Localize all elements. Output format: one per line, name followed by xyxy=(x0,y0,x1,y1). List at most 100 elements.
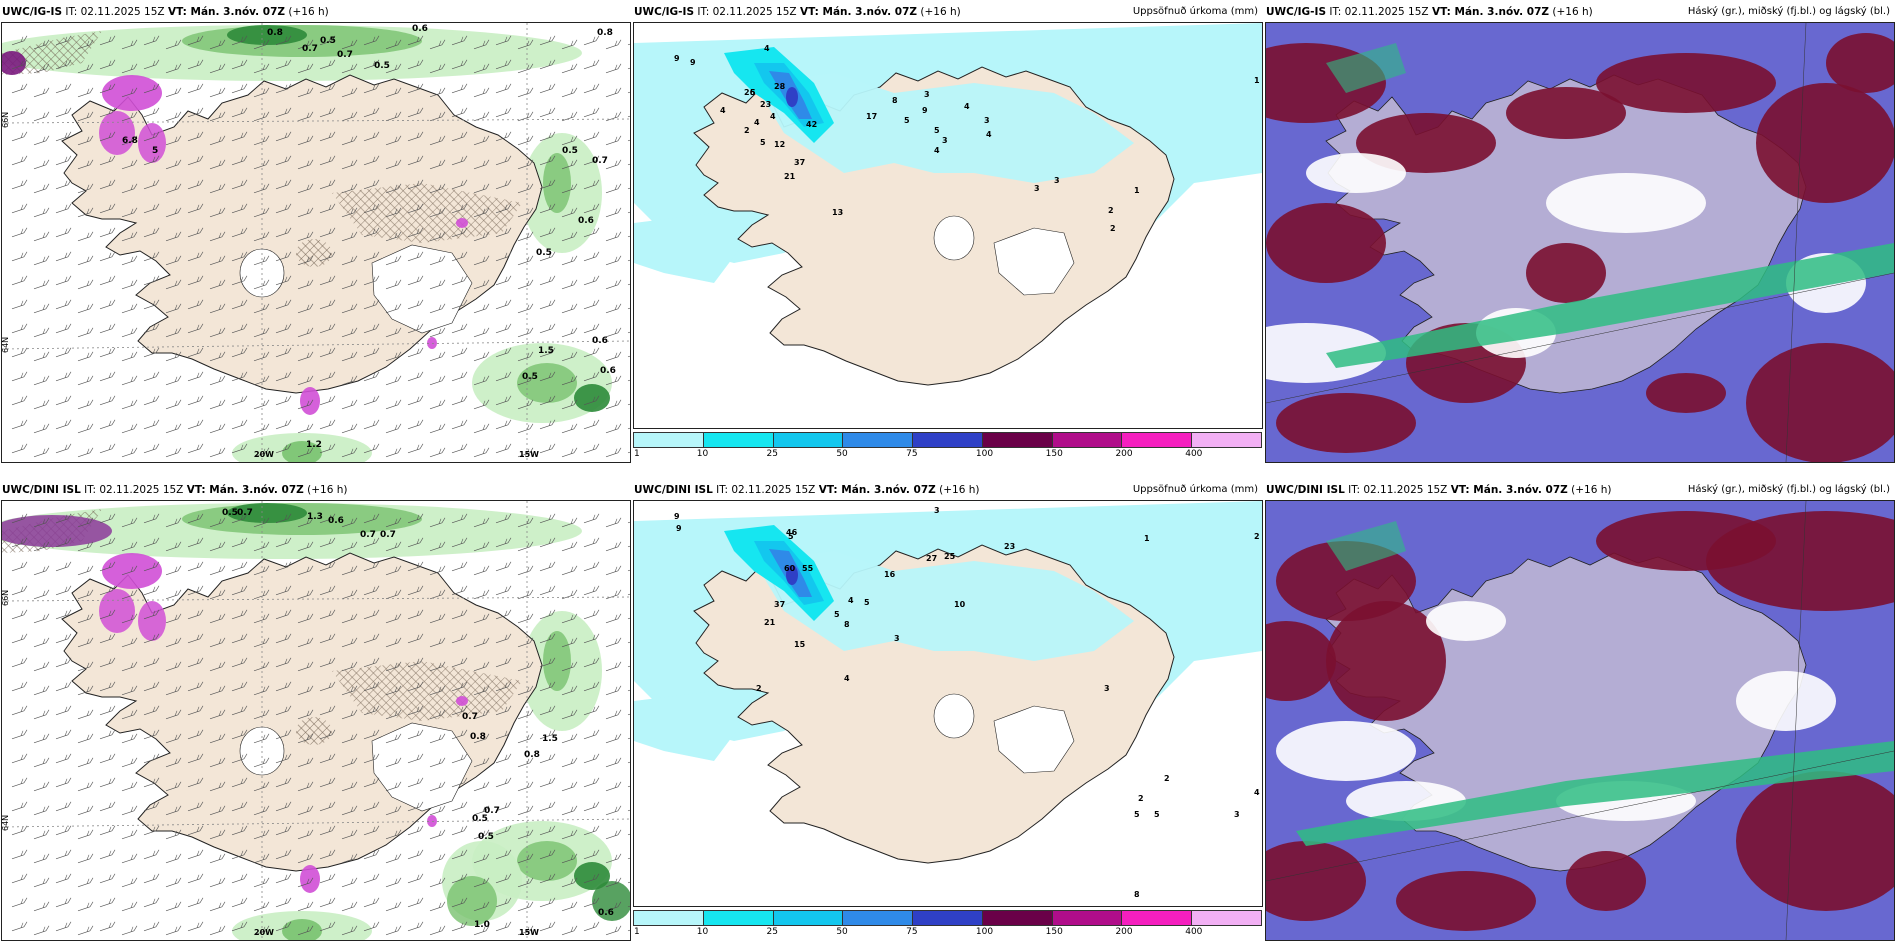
wind-barb-icon xyxy=(473,613,490,624)
wind-value-label: 0.6 xyxy=(328,516,344,526)
wind-barb-icon xyxy=(407,705,424,716)
wind-barb-icon xyxy=(143,921,160,932)
high-cloud-area xyxy=(1326,43,1406,93)
wind-barb-icon xyxy=(319,705,336,716)
panel-header: UWC/DINI ISL IT: 02.11.2025 15Z VT: Mán.… xyxy=(2,482,628,498)
wind-value-label: 0.5 xyxy=(536,248,552,258)
precip-value-label: 5 xyxy=(760,138,766,147)
wind-barb-icon xyxy=(539,179,556,190)
wind-barb-icon xyxy=(33,613,50,624)
wind-barb-icon xyxy=(561,685,578,696)
cloud-map[interactable] xyxy=(1265,500,1895,941)
glacier-area xyxy=(371,244,473,334)
wind-barb-icon xyxy=(11,561,28,572)
wind-barb-icon xyxy=(187,203,204,214)
wind-barb-icon xyxy=(561,565,578,576)
wind-barb-icon xyxy=(253,565,270,576)
wind-barb-icon xyxy=(55,227,72,238)
wind-barb-icon xyxy=(55,395,72,406)
precip-value-label: 5 xyxy=(788,532,794,541)
wind-barb-icon xyxy=(451,561,468,572)
wind-barb-icon xyxy=(11,777,28,788)
wind-barb-icon xyxy=(539,35,556,46)
wind-barb-icon xyxy=(11,705,28,716)
wind-barb-icon xyxy=(77,63,94,74)
wind-barb-icon xyxy=(605,39,622,50)
wind-barb-icon xyxy=(33,351,50,362)
wind-barb-icon xyxy=(11,729,28,740)
wind-barb-icon xyxy=(143,537,160,548)
wind-barb-icon xyxy=(429,853,446,864)
precip-map[interactable]: 9 9 4 4 4 5 4 2 5 12 28 26 23 42 37 21 17 8 3 9 5 4 3 4 13 5 2 1 4 3 1… xyxy=(633,22,1263,429)
precip-value-label: 5 xyxy=(934,126,940,135)
wind-barb-icon xyxy=(319,681,336,692)
wind-barb-icon xyxy=(99,825,116,836)
wind-barb-icon xyxy=(209,375,226,386)
wind-value-label: 0.5 xyxy=(562,146,578,156)
wind-barb-icon xyxy=(385,423,402,434)
wind-barb-icon xyxy=(495,131,512,142)
wind-barb-icon xyxy=(33,279,50,290)
wind-barb-icon xyxy=(231,537,248,548)
precip-value-label: 37 xyxy=(774,600,785,609)
wind-barb-icon xyxy=(363,443,380,454)
wind-barb-icon xyxy=(539,681,556,692)
wind-barb-icon xyxy=(451,777,468,788)
shade-area xyxy=(102,553,162,589)
wind-barb-icon xyxy=(407,155,424,166)
wind-barb-icon xyxy=(187,299,204,310)
precip-value-label: 21 xyxy=(764,618,776,627)
wind-barb-icon xyxy=(583,83,600,94)
wind-barb-icon xyxy=(143,657,160,668)
lon-label-15w: 15W xyxy=(519,928,539,937)
wind-barb-icon xyxy=(143,179,160,190)
precip-map[interactable]: 9 9 5 3 4 46 60 55 16 27 25 23 10 37 21 15 5 2 8 4 3 5 1 2 3 4 2 2 5… xyxy=(633,500,1263,907)
wind-barb-icon xyxy=(319,561,336,572)
wind-barb-icon xyxy=(165,159,182,170)
wind-barb-icon xyxy=(165,589,182,600)
wind-barb-icon xyxy=(363,801,380,812)
wind-barb-icon xyxy=(495,83,512,94)
wind-barb-icon xyxy=(385,231,402,242)
wind-barb-icon xyxy=(33,781,50,792)
wind-barb-icon xyxy=(473,423,490,434)
wind-barb-icon xyxy=(253,231,270,242)
wind-map[interactable]: 20W 15W 66N 64N 0.5 0.7 0.7 0.7 1.3 0.6 0.7 0.8 1.5 0… xyxy=(1,500,631,941)
wind-value-label: 0.7 xyxy=(237,508,253,518)
wind-barb-icon xyxy=(495,155,512,166)
wind-barb-icon xyxy=(385,757,402,768)
wind-barb-icon xyxy=(429,877,446,888)
wind-barb-icon xyxy=(407,323,424,334)
wind-barb-icon xyxy=(55,35,72,46)
wind-barb-icon xyxy=(99,131,116,142)
wind-barb-icon xyxy=(187,131,204,142)
wind-barb-icon xyxy=(55,107,72,118)
wind-barb-icon xyxy=(77,877,94,888)
wind-barb-icon xyxy=(77,447,94,458)
colorbar-swatch xyxy=(1051,432,1123,448)
precip-value-label: 37 xyxy=(794,158,805,167)
wind-barb-icon xyxy=(605,351,622,362)
cloud-map[interactable] xyxy=(1265,22,1895,463)
wind-barb-icon xyxy=(429,829,446,840)
wind-barb-icon xyxy=(407,801,424,812)
wind-barb-icon xyxy=(99,513,116,524)
wind-barb-icon xyxy=(561,423,578,434)
wind-barb-icon xyxy=(451,537,468,548)
precip-value-label: 4 xyxy=(1254,788,1260,797)
wind-barb-icon xyxy=(231,777,248,788)
precip-value-label: 27 xyxy=(926,554,937,563)
wind-barb-icon xyxy=(11,131,28,142)
valid-time: VT: Mán. 3.nóv. 07Z xyxy=(186,484,304,496)
wind-barb-icon xyxy=(429,207,446,218)
wind-barb-icon xyxy=(473,925,490,936)
shade-area xyxy=(102,75,162,111)
wind-barb-icon xyxy=(275,251,292,262)
wind-barb-icon xyxy=(275,179,292,190)
wind-barb-icon xyxy=(121,613,138,624)
wind-barb-icon xyxy=(451,83,468,94)
hatch-area xyxy=(2,31,102,75)
valid-time: VT: Mán. 3.nóv. 07Z xyxy=(167,6,286,18)
wind-map[interactable]: 20W 15W 66N 64N 0.8 0.5 0.7 0.7 0.5 0.6 0.8 0.5 0.7 0… xyxy=(1,22,631,463)
colorbar-swatch xyxy=(772,432,844,448)
